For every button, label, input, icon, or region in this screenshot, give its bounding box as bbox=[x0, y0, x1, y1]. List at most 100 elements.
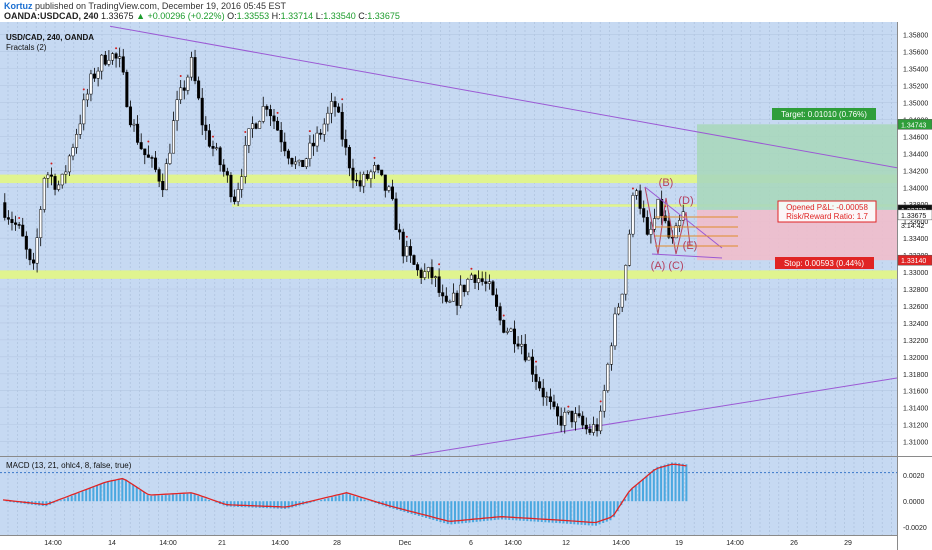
candle-body bbox=[581, 415, 585, 426]
candle-body bbox=[649, 228, 653, 235]
candle bbox=[222, 159, 226, 177]
candle bbox=[477, 270, 481, 291]
author-name[interactable]: Kortuz bbox=[4, 1, 33, 11]
candle bbox=[649, 221, 653, 244]
candle-body bbox=[462, 284, 466, 293]
candle bbox=[419, 267, 423, 284]
candle bbox=[337, 103, 341, 114]
candle-body bbox=[100, 54, 104, 72]
candle-body bbox=[491, 281, 495, 296]
legend-indicator: Fractals (2) bbox=[6, 43, 47, 52]
wave-c-label: (C) bbox=[668, 260, 683, 272]
macd-indicator bbox=[0, 462, 897, 526]
candle bbox=[96, 67, 100, 87]
candle bbox=[82, 88, 86, 131]
price-tick-label: 1.32800 bbox=[903, 287, 928, 294]
candle bbox=[416, 262, 420, 276]
candle-body bbox=[103, 54, 107, 65]
resistance-zone bbox=[0, 174, 897, 184]
ascending-trendline[interactable] bbox=[409, 377, 898, 457]
candle-body bbox=[423, 271, 427, 278]
candle-body bbox=[595, 424, 599, 432]
candle-body bbox=[365, 174, 369, 179]
candle bbox=[509, 327, 513, 332]
time-axis[interactable]: 14:00 14 14:00 21 14:00 28 Dec 6 14:00 12 14:00 19 1… bbox=[44, 540, 852, 547]
candle bbox=[642, 200, 646, 223]
chart-area[interactable]: 1.358001.356001.354001.352001.350001.348… bbox=[0, 22, 932, 550]
candle bbox=[6, 210, 10, 225]
candle bbox=[505, 327, 509, 335]
candle bbox=[60, 173, 64, 189]
candle bbox=[250, 116, 254, 138]
candle-body bbox=[577, 413, 581, 417]
candle-body bbox=[233, 196, 237, 202]
candle bbox=[200, 88, 204, 136]
pnl-label: Opened P&L: -0.00058 bbox=[786, 203, 868, 212]
candle-body bbox=[236, 189, 240, 202]
candle-body bbox=[261, 106, 265, 122]
wave-a-label: (A) bbox=[651, 260, 666, 272]
candle-body bbox=[627, 233, 631, 266]
descending-trendline[interactable] bbox=[109, 25, 898, 169]
candle-body bbox=[584, 424, 588, 430]
candle-body bbox=[401, 231, 405, 257]
candle bbox=[161, 173, 165, 197]
low-label: L: bbox=[315, 11, 324, 21]
candle bbox=[444, 287, 448, 304]
candle-body bbox=[426, 267, 430, 272]
candle bbox=[146, 140, 150, 158]
high-value: 1.33714 bbox=[280, 11, 314, 21]
candle bbox=[32, 252, 36, 270]
candle bbox=[570, 410, 574, 428]
fractal-marker bbox=[373, 156, 376, 159]
candle bbox=[606, 362, 610, 393]
candle bbox=[110, 52, 114, 65]
candle bbox=[247, 128, 251, 154]
candle-body bbox=[674, 225, 678, 239]
candle-body bbox=[444, 295, 448, 302]
macd-tick-label: 0.0000 bbox=[903, 499, 925, 506]
candle bbox=[236, 182, 240, 206]
candle bbox=[157, 167, 161, 188]
candle bbox=[512, 320, 517, 353]
time-tick-label: 19 bbox=[675, 540, 683, 547]
candle-body bbox=[430, 267, 434, 278]
fractal-marker bbox=[341, 98, 344, 101]
candle-body bbox=[502, 319, 506, 333]
candle-body bbox=[254, 123, 258, 129]
candle-body bbox=[157, 169, 161, 182]
candle bbox=[75, 128, 79, 154]
candle bbox=[17, 217, 21, 229]
legend-symbol: USD/CAD, 240, OANDA bbox=[6, 33, 94, 42]
candle bbox=[42, 176, 46, 213]
candle bbox=[71, 143, 75, 161]
candle-body bbox=[35, 237, 39, 264]
wave-e-label: (E) bbox=[683, 240, 698, 252]
price-tick-label: 1.34400 bbox=[903, 151, 928, 158]
countdown-tag: 3:14:42 bbox=[901, 223, 924, 230]
price-tick-label: 1.35800 bbox=[903, 33, 928, 40]
macd-pane[interactable] bbox=[0, 457, 897, 536]
candle-body bbox=[42, 178, 46, 210]
candle-body bbox=[635, 190, 639, 196]
candle-body bbox=[667, 220, 671, 238]
candle bbox=[473, 274, 477, 290]
candle-body bbox=[168, 152, 172, 164]
fractal-marker bbox=[147, 140, 150, 143]
candle bbox=[527, 352, 531, 361]
candle-body bbox=[480, 278, 484, 282]
target-zone[interactable] bbox=[697, 124, 897, 210]
abcde-pattern[interactable] bbox=[644, 186, 738, 259]
candle bbox=[14, 215, 18, 231]
candle-body bbox=[67, 155, 71, 173]
candle bbox=[595, 418, 599, 437]
candle-body bbox=[53, 176, 57, 190]
candle-body bbox=[613, 313, 617, 347]
candle-body bbox=[204, 124, 208, 131]
target-price-tag-text: 1.34743 bbox=[901, 122, 926, 129]
risk-reward-label: Risk/Reward Ratio: 1.7 bbox=[786, 212, 868, 221]
candle bbox=[233, 189, 237, 205]
candle bbox=[211, 135, 215, 157]
candle-body bbox=[75, 134, 79, 148]
candle bbox=[182, 80, 186, 100]
